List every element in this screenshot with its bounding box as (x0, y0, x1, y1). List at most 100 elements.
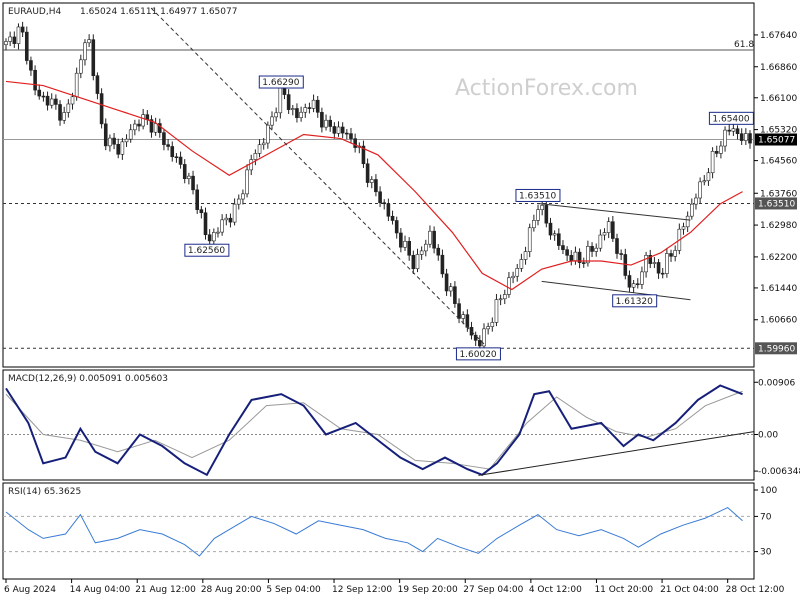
candle-body (619, 253, 623, 255)
candle-body (274, 112, 278, 118)
candle-body (91, 39, 96, 76)
candle-body (519, 259, 524, 269)
candle-body (336, 126, 341, 134)
candle-body (748, 133, 752, 144)
candle-body (41, 95, 46, 98)
candle-body (16, 26, 21, 44)
level-tag (755, 342, 797, 355)
candle-body (174, 156, 179, 159)
price-label-box (708, 111, 754, 125)
candle-body (656, 262, 661, 274)
candle-body (332, 126, 337, 134)
price-tick-label: 1.67640 (760, 31, 797, 41)
candle-body (62, 112, 66, 121)
candle-body (103, 123, 108, 147)
candle-body (49, 98, 54, 106)
candle-body (394, 220, 399, 234)
time-tick-label: 28 Aug 20:00 (201, 585, 262, 595)
candle-body (137, 123, 141, 127)
candle-body (58, 104, 62, 121)
candle-body (511, 275, 515, 279)
candle-body (245, 169, 249, 195)
candle-body (461, 314, 466, 319)
candle-body (232, 203, 237, 223)
candle-body (494, 299, 499, 323)
candle-body (586, 246, 590, 264)
level-tag-value: 1.63510 (758, 199, 795, 209)
candle-body (207, 234, 212, 242)
candle-body (241, 193, 245, 200)
candle-body (502, 294, 507, 300)
candle-body (261, 142, 266, 146)
current-price-value: 1.65077 (758, 136, 795, 146)
candle-body (328, 119, 333, 127)
candle-body (116, 143, 121, 155)
candle-body (374, 179, 378, 193)
candle-body (399, 232, 403, 248)
candle-body (640, 271, 644, 285)
candle-body (685, 215, 690, 228)
rsi-pane: RSI(14) 65.3625 100 70 30 (2, 482, 777, 580)
time-tick-label: 27 Sep 04:00 (463, 585, 523, 595)
candle-body (411, 254, 416, 270)
candle-body (199, 209, 204, 214)
candle-body (203, 212, 208, 236)
candle-body (386, 203, 391, 217)
level-tag-value: 1.59960 (758, 344, 795, 354)
macd-trendline (478, 431, 755, 476)
candle-body (577, 251, 582, 263)
candle-body (70, 96, 75, 105)
candle-body (170, 146, 175, 158)
price-pane: ActionForex.com EURAUD,H4 1.65024 1.6511… (2, 2, 797, 368)
candle-body (253, 153, 258, 160)
candle-body (644, 254, 648, 273)
candle-body (195, 189, 199, 210)
candle-body (324, 119, 328, 128)
candle-body (498, 298, 503, 301)
candle-body (457, 303, 461, 319)
candle-body (149, 119, 154, 133)
price-label-box (515, 188, 561, 202)
candle-body (665, 253, 669, 274)
candle-body (727, 129, 732, 132)
fibonacci-label: 61.8 (734, 40, 754, 50)
candle-body (54, 98, 58, 105)
candle-body (536, 209, 540, 221)
rsi-tick-label: 30 (760, 548, 772, 558)
candle-body (606, 221, 611, 233)
candle-body (187, 175, 191, 179)
rsi-title: RSI(14) 65.3625 (8, 487, 81, 497)
price-tick-label: 1.66100 (760, 94, 797, 104)
level-tag (755, 197, 797, 210)
candle-body (419, 250, 424, 255)
macd-tick-label: 0.00 (758, 430, 778, 440)
candle-body (739, 133, 744, 141)
candle-body (157, 123, 162, 133)
candle-body (465, 314, 470, 328)
macd-series (3, 384, 755, 477)
candle-body (453, 286, 457, 304)
candle-body (83, 42, 87, 61)
candle-body (407, 240, 411, 256)
macd-signal-line (5, 390, 743, 470)
candle-body (598, 234, 603, 249)
macd-pane: MACD(12,26,9) 0.005091 0.005603 0.009060… (2, 369, 800, 481)
candle-body (299, 111, 303, 119)
price-label-text: 1.63510 (519, 191, 556, 201)
candle-body (702, 180, 707, 183)
candle-body (378, 191, 382, 204)
candle-body (361, 145, 366, 165)
candle-body (182, 164, 187, 179)
candle-body (652, 262, 657, 264)
candle-body (573, 251, 578, 261)
price-tick-label: 1.61440 (760, 284, 797, 294)
candle-body (224, 217, 229, 221)
candle-body (216, 231, 220, 234)
time-tick-label: 6 Aug 2024 (4, 585, 56, 595)
price-label-text: 1.61320 (616, 297, 653, 307)
macd-tick-label: -0.006348 (758, 467, 800, 477)
rsi-tick-label: 100 (760, 486, 777, 496)
candle-body (212, 232, 216, 242)
candle-body (8, 36, 12, 42)
